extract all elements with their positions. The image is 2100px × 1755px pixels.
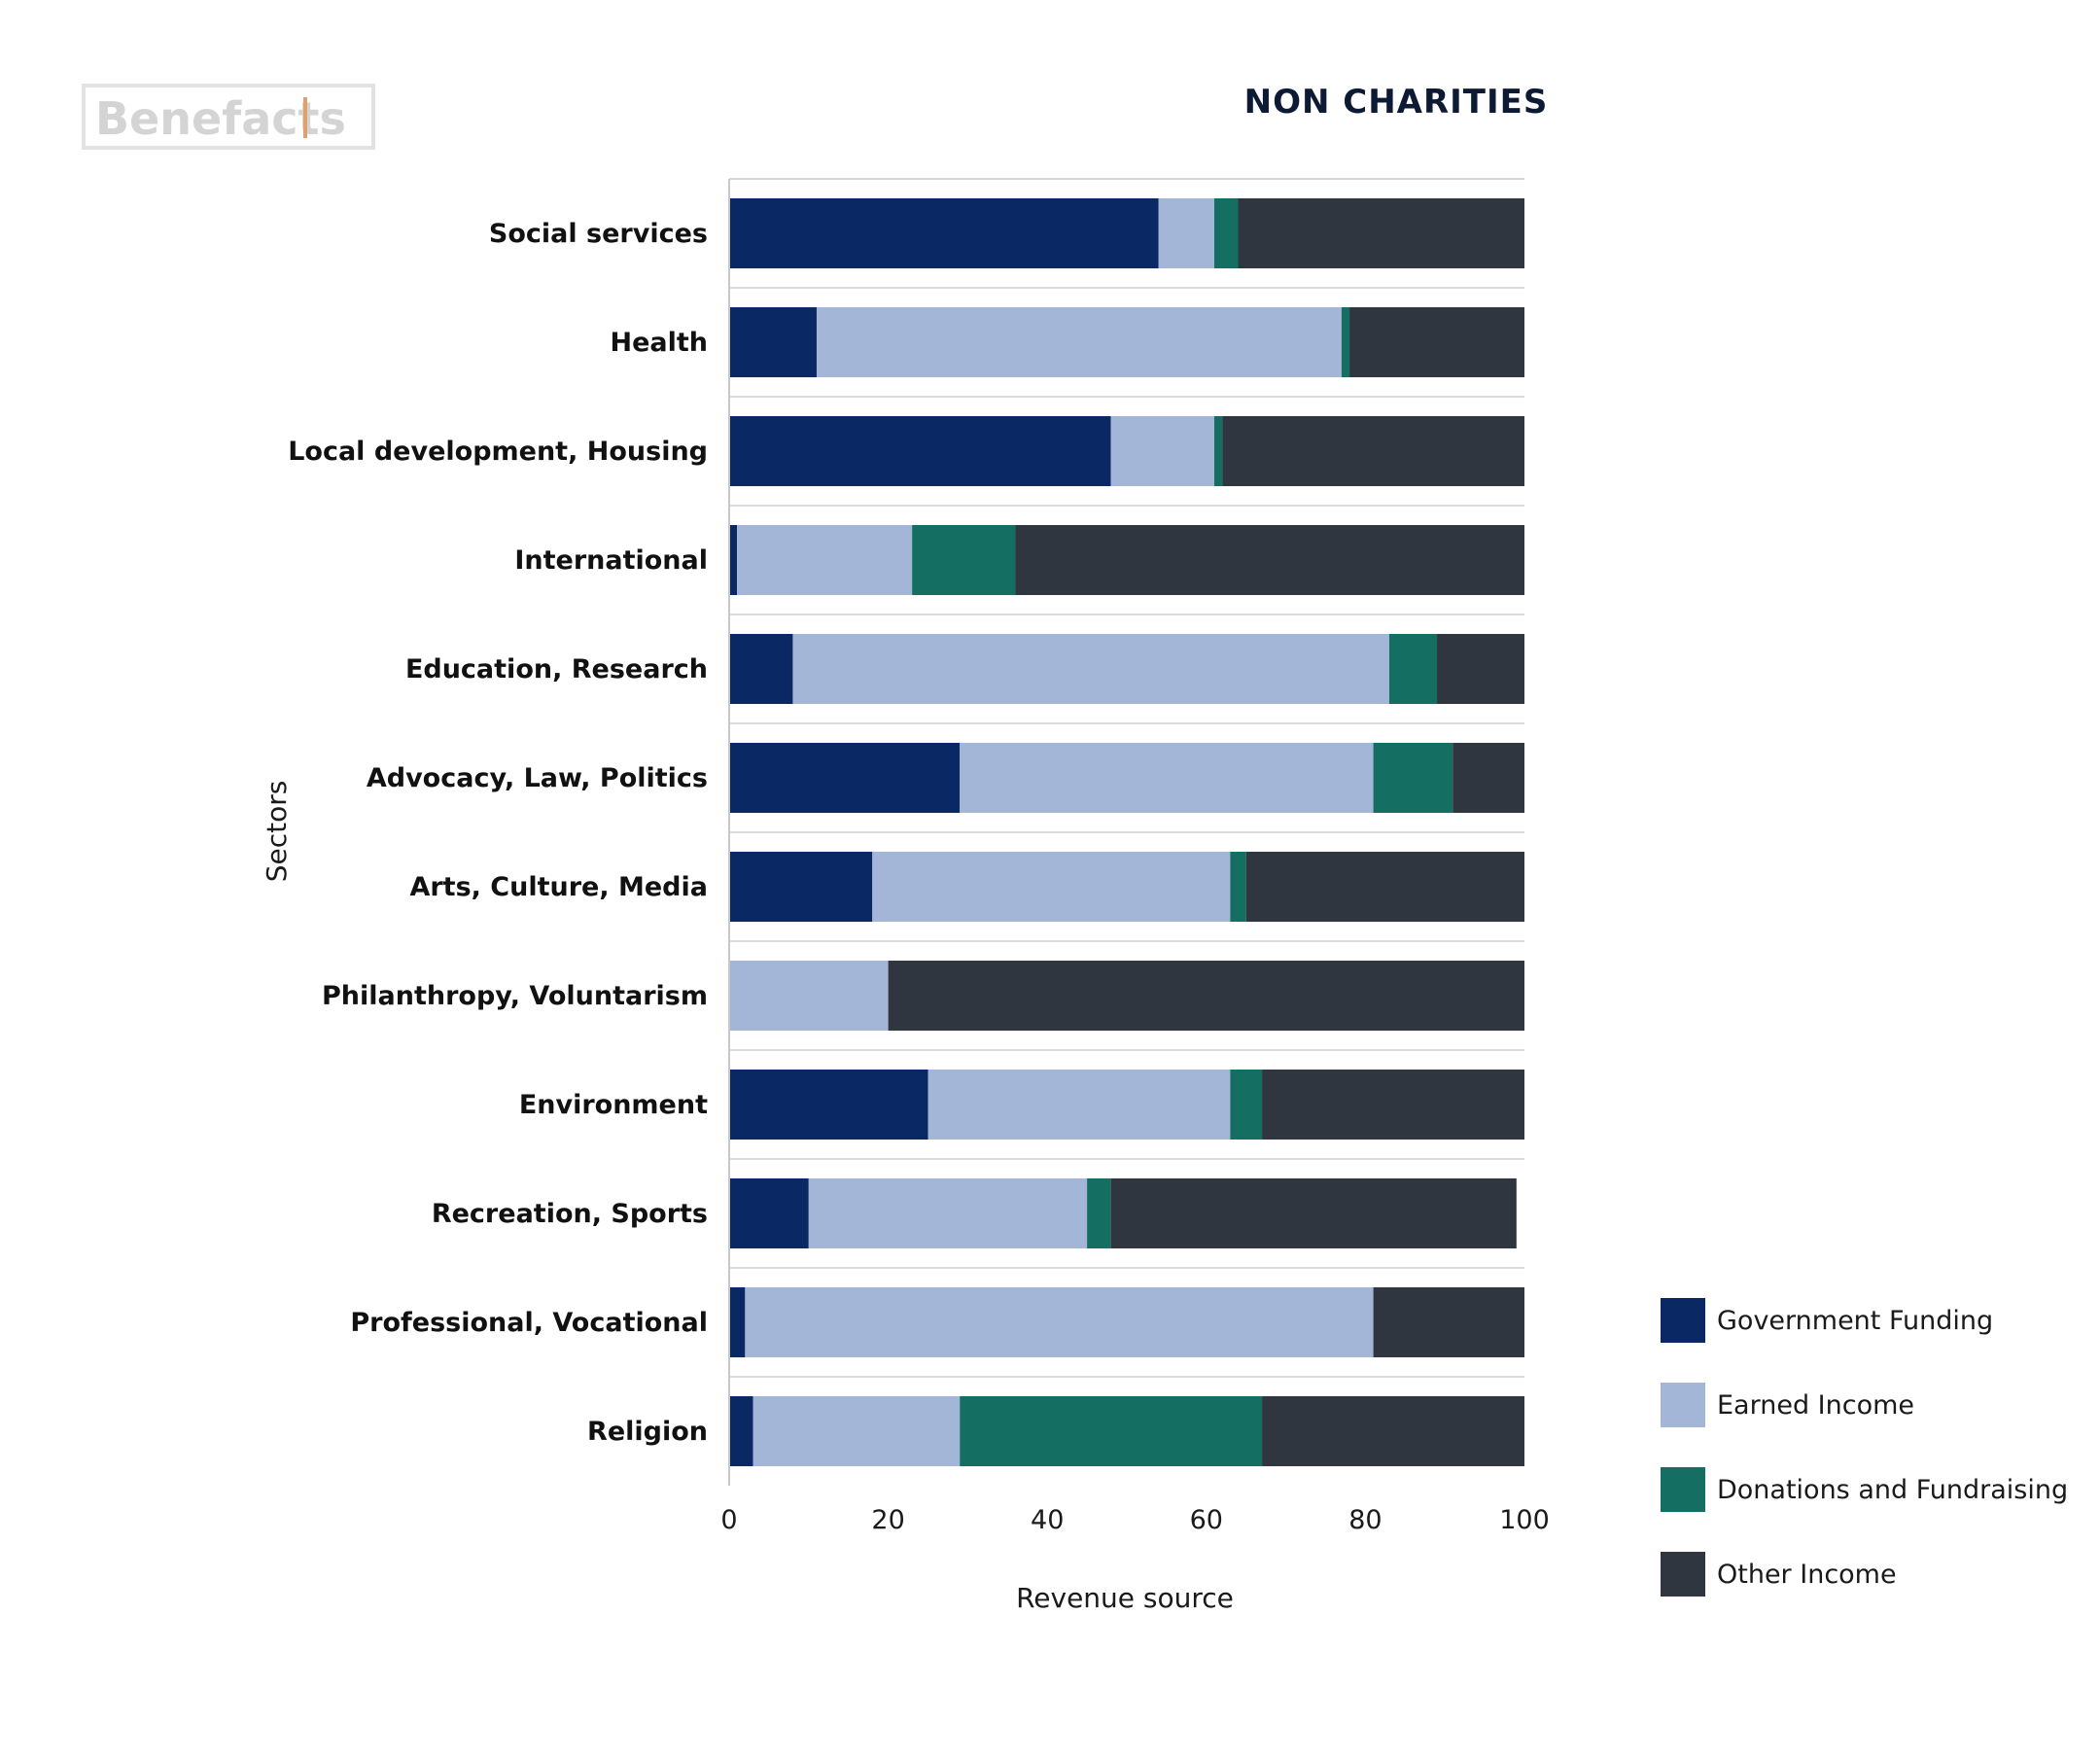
bar-segment [912,525,1016,595]
bar-segment [745,1287,1374,1357]
bar-segment [729,1070,928,1140]
category-label: Recreation, Sports [432,1199,708,1229]
bar-segment [872,852,1231,922]
bar-segment [1373,1287,1524,1357]
category-label: Professional, Vocational [350,1308,708,1338]
benefacts-logo: Benefacts [82,84,375,150]
bar-segment [960,1396,1263,1466]
category-label: Advocacy, Law, Politics [367,763,708,793]
bar-segment [1437,634,1524,704]
bar-segment [1015,525,1524,595]
bar-row [729,1396,1524,1466]
bar-row [729,416,1524,486]
bar-segment [1222,416,1524,486]
bar-row [729,852,1524,922]
bar-row [729,1287,1524,1357]
bar-segment [729,1287,746,1357]
category-label: Health [610,328,708,358]
bar-segment [1262,1070,1524,1140]
bar-segment [1388,634,1438,704]
category-label: International [514,545,708,576]
bar-segment [1110,416,1214,486]
bar-segment [1341,307,1350,377]
bar-segment [1087,1178,1111,1248]
bar-segment [1230,852,1246,922]
bar-segment [816,307,1342,377]
bar-row [729,1070,1524,1140]
bar-row [729,307,1524,377]
logo-text: Benefacts [95,92,346,145]
bar-segment [729,1178,809,1248]
category-label: Religion [587,1417,708,1447]
category-label: Environment [519,1090,708,1120]
bar-segment [729,1396,753,1466]
bar-row [729,743,1524,813]
x-tick-label: 40 [1031,1505,1064,1535]
x-tick-label: 80 [1348,1505,1382,1535]
bar-segment [752,1396,961,1466]
bar-segment [729,525,738,595]
bar-segment [1110,1178,1517,1248]
category-label: Local development, Housing [288,437,708,467]
bar-segment [1349,307,1524,377]
bar-segment [729,307,817,377]
bar-segment [928,1070,1231,1140]
bar-segment [729,198,1159,268]
bar-segment [1238,198,1524,268]
bar-segment [1213,198,1239,268]
plot-area: Social services Health Local development, … [288,178,1550,1535]
chart-title: NON CHARITIES [1244,83,1549,122]
bar-segment [729,416,1111,486]
legend-item: Earned Income [1661,1383,1914,1427]
bar-row [729,198,1524,268]
x-axis-title: Revenue source [1016,1582,1234,1614]
bar-segment [729,852,873,922]
bar-segment [729,634,793,704]
legend-swatch [1661,1552,1705,1597]
legend-item: Government Funding [1661,1298,1993,1343]
category-label: Education, Research [405,654,708,684]
legend-item: Other Income [1661,1552,1897,1597]
bar-segment [1262,1396,1524,1466]
x-tick-label: 0 [720,1505,737,1535]
legend-swatch [1661,1467,1705,1512]
legend-label: Earned Income [1717,1390,1914,1421]
x-tick-label: 60 [1190,1505,1223,1535]
bar-segment [1158,198,1214,268]
bar-segment [792,634,1389,704]
bar-segment [1245,852,1524,922]
x-tick-label: 20 [871,1505,904,1535]
category-label: Philanthropy, Voluntarism [322,981,708,1011]
legend: Government Funding Earned Income Donations… [1661,1298,2068,1597]
bar-row [729,634,1524,704]
bar-segment [729,743,961,813]
bar-segment [960,743,1374,813]
bar-segment [1452,743,1524,813]
bar-row [729,1178,1517,1248]
bar-segment [808,1178,1088,1248]
legend-label: Donations and Fundraising [1717,1475,2068,1505]
y-axis-title: Sectors [261,781,293,883]
bar-segment [888,961,1524,1031]
legend-item: Donations and Fundraising [1661,1467,2068,1512]
bar-segment [729,961,889,1031]
legend-label: Other Income [1717,1560,1897,1590]
bar-row [729,961,1524,1031]
bar-segment [1230,1070,1263,1140]
x-tick-label: 100 [1499,1505,1550,1535]
legend-swatch [1661,1298,1705,1343]
category-label: Social services [489,219,708,249]
bar-row [729,525,1524,595]
bar-segment [1213,416,1223,486]
legend-swatch [1661,1383,1705,1427]
legend-label: Government Funding [1717,1306,1993,1336]
category-label: Arts, Culture, Media [409,872,708,902]
bar-segment [737,525,913,595]
bar-segment [1373,743,1453,813]
